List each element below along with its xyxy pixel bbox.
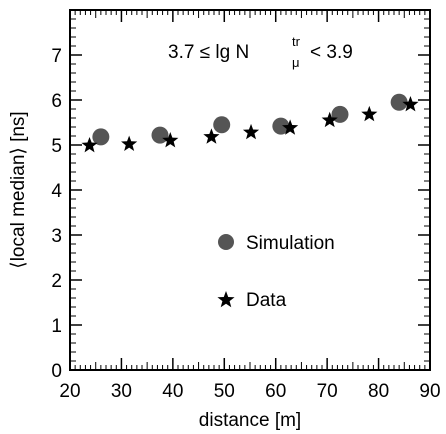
x-tick-labels: 20 30 40 50 60 70 80 90: [59, 381, 440, 402]
axis-ticks: [69, 10, 431, 371]
x-tick-label: 20: [59, 381, 80, 402]
data-point: [81, 136, 98, 153]
x-tick-label: 80: [368, 381, 389, 402]
x-tick-label: 60: [265, 381, 286, 402]
cut-annotation: 3.7 ≤ lg N tr μ < 3.9: [168, 34, 353, 70]
simulation-point: [92, 128, 110, 146]
data-point: [321, 111, 338, 128]
simulation-point: [272, 117, 290, 135]
y-tick-label: 4: [51, 181, 62, 202]
legend-data-label: Data: [246, 290, 287, 311]
data-point: [361, 105, 378, 122]
y-tick-labels: 0 1 2 3 4 5 6 7: [51, 46, 62, 382]
data-point: [402, 96, 419, 112]
legend-simulation-marker: [218, 234, 234, 250]
data-point: [282, 119, 299, 135]
legend: Simulation Data: [217, 233, 335, 311]
simulation-point: [151, 126, 169, 144]
simulation-point: [390, 93, 408, 111]
annotation-superscript: tr: [292, 34, 301, 49]
data-point: [162, 132, 179, 148]
y-tick-label: 1: [51, 316, 62, 337]
y-tick-label: 7: [51, 46, 62, 67]
y-axis-label: ⟨local median⟩ [ns]: [8, 111, 29, 268]
y-tick-label: 0: [51, 361, 62, 382]
x-tick-label: 90: [419, 381, 440, 402]
y-tick-label: 5: [51, 136, 62, 157]
annotation-subscript: μ: [292, 55, 300, 70]
x-axis-label: distance [m]: [199, 410, 301, 431]
y-tick-label: 2: [51, 271, 62, 292]
simulation-point: [213, 116, 231, 134]
data-points: [81, 93, 419, 153]
x-tick-label: 40: [162, 381, 183, 402]
plot-frame: [69, 9, 431, 371]
legend-simulation-label: Simulation: [246, 233, 335, 254]
x-tick-label: 50: [214, 381, 235, 402]
y-tick-label: 3: [51, 226, 62, 247]
legend-data-marker: [217, 291, 235, 308]
x-tick-label: 70: [317, 381, 338, 402]
x-tick-label: 30: [111, 381, 132, 402]
data-point: [121, 135, 138, 151]
annotation-prefix: 3.7 ≤ lg N: [168, 42, 249, 63]
data-point: [203, 128, 220, 144]
data-point: [242, 123, 260, 140]
annotation-suffix: < 3.9: [310, 42, 353, 63]
y-tick-label: 6: [51, 91, 62, 112]
